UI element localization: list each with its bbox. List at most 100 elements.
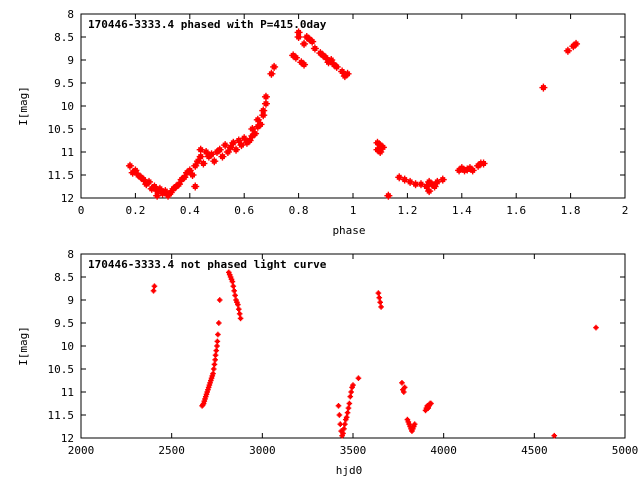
- data-point: [226, 143, 235, 152]
- data-point: [300, 39, 309, 48]
- y-tick-label: 10.5: [48, 123, 75, 136]
- data-point: [321, 53, 330, 62]
- data-point: [270, 62, 279, 71]
- y-axis-label: I[mag]: [17, 326, 30, 366]
- x-tick-label: 4500: [521, 444, 548, 457]
- data-point: [188, 171, 197, 179]
- data-point: [336, 412, 343, 418]
- data-point: [479, 159, 488, 168]
- data-point: [294, 33, 303, 41]
- data-points: [150, 269, 599, 439]
- y-tick-label: 9: [67, 54, 74, 67]
- y-tick-label: 10.5: [48, 363, 75, 376]
- x-tick-label: 1: [350, 204, 357, 217]
- y-tick-label: 11.5: [48, 409, 75, 422]
- data-point: [261, 92, 270, 101]
- data-point: [338, 67, 347, 76]
- data-point: [215, 145, 224, 154]
- data-point: [237, 141, 246, 150]
- x-axis-label: phase: [332, 224, 365, 237]
- data-point: [199, 159, 208, 168]
- x-tick-label: 0.6: [234, 204, 254, 217]
- data-point: [191, 161, 200, 170]
- data-point: [332, 62, 341, 71]
- data-point: [231, 288, 238, 294]
- data-point: [234, 136, 243, 145]
- x-tick-label: 2500: [158, 444, 185, 457]
- unphased-light-curve-panel: 170446-3333.4 not phased light curve hjd…: [17, 248, 638, 477]
- data-point: [335, 403, 342, 409]
- data-point: [308, 37, 317, 46]
- data-point: [563, 46, 572, 55]
- plot-frame: [80, 253, 626, 439]
- y-tick-label: 8: [67, 8, 74, 21]
- data-point: [348, 389, 354, 395]
- data-point: [350, 382, 356, 388]
- data-point: [375, 290, 382, 296]
- data-point: [355, 375, 362, 381]
- data-point: [310, 44, 319, 53]
- data-point: [340, 430, 346, 437]
- data-point: [378, 304, 384, 310]
- data-point: [347, 393, 354, 400]
- data-point: [425, 187, 434, 196]
- data-point: [376, 148, 385, 156]
- data-point: [344, 409, 351, 416]
- data-point: [551, 432, 558, 439]
- x-axis-label: hjd0: [336, 464, 363, 477]
- data-point: [145, 177, 153, 186]
- data-point: [196, 145, 205, 154]
- data-point: [327, 56, 336, 64]
- data-point: [428, 400, 434, 407]
- data-point: [400, 389, 407, 395]
- data-point: [218, 152, 227, 161]
- x-tick-label: 1.2: [397, 204, 417, 217]
- data-point: [430, 182, 439, 191]
- y-tick-label: 9: [67, 294, 74, 307]
- data-point: [251, 129, 260, 138]
- phased-light-curve-panel: 170446-3333.4 phased with P=415.0day pha…: [17, 8, 628, 237]
- data-point: [210, 366, 217, 372]
- data-point: [378, 143, 387, 152]
- data-point: [248, 125, 257, 133]
- data-point: [343, 69, 352, 78]
- data-point: [213, 347, 220, 354]
- data-point: [422, 182, 431, 191]
- y-tick-label: 11: [61, 146, 74, 159]
- data-point: [345, 405, 352, 411]
- data-point: [151, 283, 158, 289]
- data-point: [395, 173, 404, 182]
- data-point: [153, 191, 162, 200]
- data-point: [193, 157, 202, 166]
- x-tick-label: 0.2: [125, 204, 145, 217]
- data-point: [161, 187, 170, 196]
- chart-title: 170446-3333.4 phased with P=415.0day: [88, 18, 327, 31]
- data-point: [174, 180, 183, 189]
- y-tick-label: 11.5: [48, 169, 75, 182]
- data-point: [300, 60, 309, 69]
- y-tick-label: 11: [61, 386, 74, 399]
- data-point: [236, 311, 243, 317]
- y-tick-label: 8.5: [54, 31, 74, 44]
- data-point: [291, 53, 300, 62]
- data-point: [245, 136, 254, 145]
- data-point: [411, 421, 418, 427]
- data-point: [384, 191, 393, 200]
- data-point: [212, 352, 219, 358]
- data-point: [253, 115, 262, 124]
- axis-ticks: 0 0.2 0.4 0.6 0.8 1 1.2 1.4 1.6 1.8 2 8 8.5 9 9.5 10 10.…: [48, 8, 629, 217]
- x-tick-label: 1.8: [561, 204, 581, 217]
- y-tick-label: 10: [61, 100, 74, 113]
- y-tick-label: 12: [61, 432, 74, 445]
- x-tick-label: 1.6: [506, 204, 526, 217]
- x-tick-label: 0.8: [289, 204, 309, 217]
- data-point: [150, 288, 157, 294]
- data-point: [235, 306, 242, 312]
- data-point: [210, 370, 216, 377]
- data-point: [401, 384, 408, 391]
- data-point: [433, 177, 442, 186]
- data-point: [438, 175, 447, 184]
- y-tick-label: 9.5: [54, 77, 74, 90]
- data-point: [139, 175, 148, 184]
- y-tick-label: 12: [61, 192, 74, 205]
